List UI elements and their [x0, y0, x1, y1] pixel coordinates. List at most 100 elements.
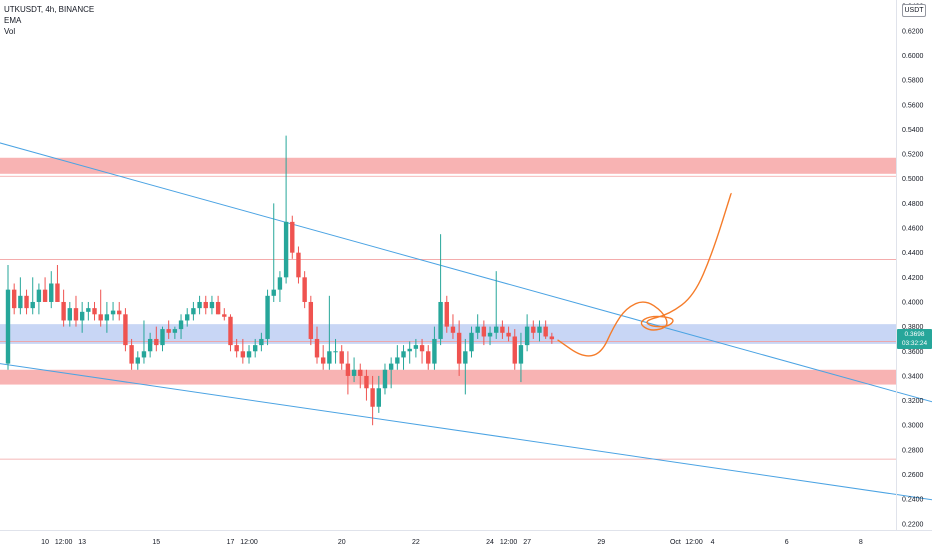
candle-body	[364, 375, 369, 389]
candle-body	[438, 301, 443, 339]
candle-body	[506, 332, 511, 337]
candle-body	[320, 357, 326, 364]
price-tick-label: 0.2200	[902, 521, 924, 528]
support-zone-1	[0, 324, 896, 344]
symbol-title[interactable]: UTKUSDT, 4h, BINANCE	[4, 5, 95, 14]
candle	[487, 326, 493, 346]
price-tick-label: 0.5800	[902, 78, 924, 85]
candle-body	[426, 351, 431, 364]
candle	[327, 295, 332, 370]
time-tick-label: 20	[338, 539, 346, 546]
time-tick-label: 13	[78, 539, 86, 546]
candle	[234, 338, 239, 358]
chart-legend: UTKUSDT, 4h, BINANCE EMA Vol	[4, 4, 94, 37]
zones-layer	[0, 157, 896, 385]
candle-body	[277, 277, 283, 290]
candle-body	[283, 221, 289, 278]
ema-indicator-label[interactable]: EMA	[4, 16, 22, 25]
candle-body	[222, 314, 227, 317]
currency-badge[interactable]: USDT	[902, 4, 926, 17]
candle-body	[481, 326, 487, 337]
candle-body	[395, 357, 400, 364]
candle-body	[253, 345, 258, 352]
candle-body	[376, 388, 381, 407]
time-tick-label: 10	[41, 539, 49, 546]
candle-body	[11, 289, 17, 309]
candle	[382, 363, 388, 395]
candle	[42, 277, 48, 302]
candle-body	[259, 338, 264, 346]
candle	[215, 295, 221, 315]
candle	[55, 265, 60, 302]
price-axis[interactable]: 0.2200 0.2400 0.2600 0.2800 0.3000 0.3200 0.34…	[902, 4, 924, 529]
candle-body	[265, 295, 270, 339]
candle-body	[290, 221, 295, 253]
candle	[30, 277, 35, 315]
candle	[314, 326, 320, 364]
candle-body	[234, 345, 239, 352]
candle	[320, 345, 326, 370]
price-tick-label: 0.2800	[902, 447, 924, 454]
candle-body	[228, 316, 233, 346]
candle-body	[432, 338, 437, 364]
volume-indicator-label[interactable]: Vol	[4, 27, 16, 36]
candle	[49, 271, 54, 309]
price-tick-label: 0.4600	[902, 226, 924, 233]
candle	[481, 320, 487, 346]
last-price-badge: 0.3698 03:32:24	[897, 329, 932, 350]
candle	[222, 308, 227, 321]
candle	[413, 338, 419, 358]
candle-body	[129, 345, 134, 364]
candle	[388, 357, 394, 389]
candle-body	[166, 329, 171, 333]
candle	[5, 265, 11, 370]
time-tick-label: 15	[152, 539, 160, 546]
candle	[24, 289, 29, 315]
time-axis[interactable]: 10 12:00 13 15 17 12:00 20 22 24 12:00 27 29 Oct 12:0…	[41, 539, 863, 546]
candle-body	[339, 351, 344, 364]
candle-body	[370, 388, 375, 407]
candle	[364, 369, 369, 401]
candle-body	[444, 301, 449, 327]
price-tick-label: 0.5600	[902, 102, 924, 109]
time-tick-label: 22	[412, 539, 420, 546]
candle-body	[98, 314, 103, 321]
candle-body	[5, 289, 11, 364]
price-tick-label: 0.6200	[902, 28, 924, 35]
candle-body	[351, 369, 357, 376]
candle-body	[382, 369, 388, 389]
candle	[92, 301, 97, 321]
candle	[18, 277, 23, 315]
price-tick-label: 0.2400	[902, 497, 924, 504]
candle	[345, 351, 351, 395]
price-tick-label: 0.6000	[902, 53, 924, 60]
candle-body	[55, 283, 60, 302]
candle-body	[73, 308, 79, 321]
candle-body	[271, 289, 276, 296]
candle	[178, 314, 184, 339]
candle-body	[518, 345, 524, 364]
candle	[450, 314, 456, 339]
candle	[524, 314, 530, 352]
candle	[333, 338, 338, 364]
price-tick-label: 0.3600	[902, 349, 924, 356]
candle-body	[549, 336, 555, 340]
candle-body	[203, 301, 208, 309]
time-tick-label: 6	[785, 539, 789, 546]
candle	[370, 375, 375, 426]
time-tick-label: 8	[859, 539, 863, 546]
price-tick-label: 0.4400	[902, 250, 924, 257]
price-tick-label: 0.3200	[902, 398, 924, 405]
time-tick-label: 12:00	[55, 539, 73, 546]
time-tick-label: 17	[227, 539, 235, 546]
time-tick-label: 12:00	[685, 539, 703, 546]
candle-body	[246, 351, 252, 358]
drawing-layer	[557, 192, 732, 357]
candle-body	[92, 308, 97, 315]
candle-body	[327, 351, 332, 364]
candle-body	[494, 326, 499, 333]
trendlines-layer	[0, 142, 932, 501]
candle-body	[456, 332, 462, 364]
candle	[203, 295, 208, 315]
